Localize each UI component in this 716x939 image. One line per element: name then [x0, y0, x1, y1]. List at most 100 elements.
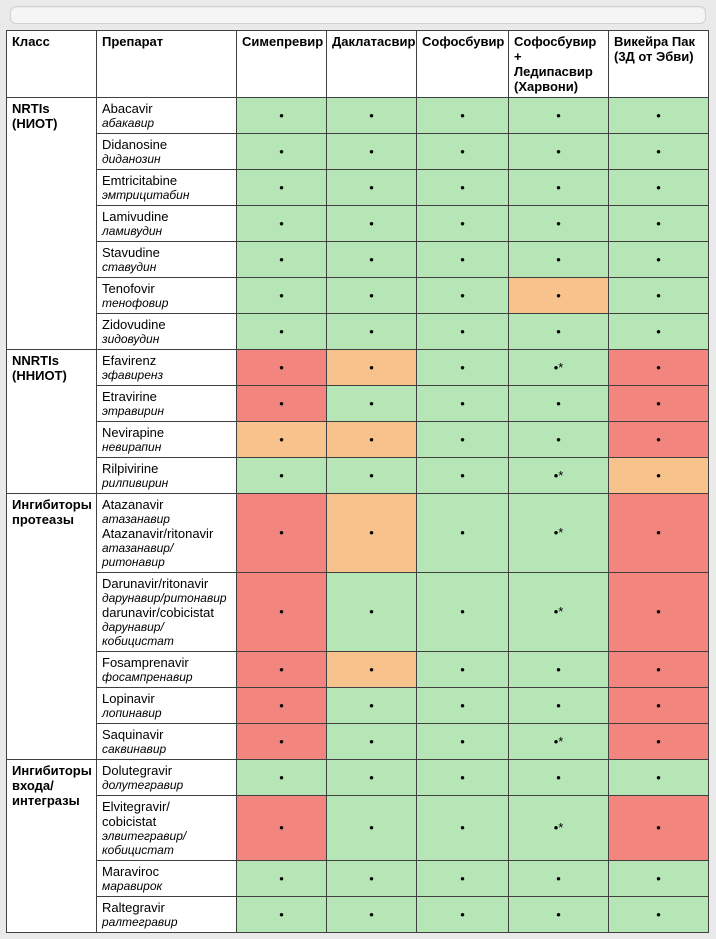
drug-cell: Emtricitabineэмтрицитабин: [97, 170, 237, 206]
value-cell: •: [417, 897, 509, 933]
header-row: Класс Препарат Симепревир Даклатасвир Со…: [7, 31, 709, 98]
value-cell: •: [237, 278, 327, 314]
table-row: Didanosineдиданозин•••••: [7, 134, 709, 170]
table-row: Raltegravirралтегравир•••••: [7, 897, 709, 933]
drug-cell: Lopinavirлопинавир: [97, 688, 237, 724]
value-cell: •: [609, 688, 709, 724]
table-row: Lopinavirлопинавир•••••: [7, 688, 709, 724]
col-drug: Препарат: [97, 31, 237, 98]
table-row: Ингибиторывхода/интегразыDolutegravirдол…: [7, 760, 709, 796]
value-cell: •: [609, 314, 709, 350]
col-sof: Софосбувир: [417, 31, 509, 98]
drug-cell: Efavirenzэфавиренз: [97, 350, 237, 386]
value-cell: •: [417, 242, 509, 278]
value-cell: •: [609, 652, 709, 688]
table-row: Rilpivirineрилпивирин••••*•: [7, 458, 709, 494]
value-cell: •: [417, 206, 509, 242]
value-cell: •: [609, 170, 709, 206]
value-cell: •: [609, 422, 709, 458]
class-cell: Ингибиторывхода/интегразы: [7, 760, 97, 933]
drug-cell: Etravirineэтравирин: [97, 386, 237, 422]
value-cell: •: [509, 386, 609, 422]
value-cell: •: [327, 897, 417, 933]
value-cell: •: [237, 724, 327, 760]
value-cell: •: [609, 458, 709, 494]
table-row: Emtricitabineэмтрицитабин•••••: [7, 170, 709, 206]
value-cell: •: [609, 724, 709, 760]
value-cell: •: [417, 314, 509, 350]
table-row: Darunavir/ritonavirдарунавир/ритонавирda…: [7, 573, 709, 652]
drug-cell: Tenofovirтенофовир: [97, 278, 237, 314]
value-cell: •: [237, 861, 327, 897]
drug-cell: AtazanavirатазанавирAtazanavir/ritonavir…: [97, 494, 237, 573]
value-cell: •: [417, 278, 509, 314]
value-cell: •: [609, 897, 709, 933]
value-cell: •*: [509, 796, 609, 861]
drug-cell: Saquinavirсаквинавир: [97, 724, 237, 760]
drug-cell: Zidovudineзидовудин: [97, 314, 237, 350]
value-cell: •: [327, 206, 417, 242]
table-row: Lamivudineламивудин•••••: [7, 206, 709, 242]
value-cell: •: [417, 688, 509, 724]
value-cell: •: [327, 278, 417, 314]
value-cell: •: [417, 386, 509, 422]
value-cell: •: [609, 386, 709, 422]
value-cell: •: [417, 494, 509, 573]
value-cell: •: [417, 652, 509, 688]
value-cell: •: [327, 98, 417, 134]
value-cell: •: [509, 206, 609, 242]
col-sim: Симепревир: [237, 31, 327, 98]
table-row: Stavudineставудин•••••: [7, 242, 709, 278]
drug-cell: Dolutegravirдолутегравир: [97, 760, 237, 796]
value-cell: •: [327, 861, 417, 897]
table-row: Elvitegravir/cobicistatэлвитегравир/ коб…: [7, 796, 709, 861]
table-row: ИнгибиторыпротеазыAtazanavirатазанавирAt…: [7, 494, 709, 573]
value-cell: •: [609, 760, 709, 796]
table-row: NRTIs(НИОТ)Abacavirабакавир•••••: [7, 98, 709, 134]
table-row: Zidovudineзидовудин•••••: [7, 314, 709, 350]
value-cell: •: [237, 98, 327, 134]
value-cell: •: [237, 206, 327, 242]
value-cell: •*: [509, 573, 609, 652]
value-cell: •: [237, 458, 327, 494]
value-cell: •: [237, 688, 327, 724]
value-cell: •: [609, 242, 709, 278]
value-cell: •: [327, 652, 417, 688]
table-row: NNRTIs(ННИОТ)Efavirenzэфавиренз••••*•: [7, 350, 709, 386]
value-cell: •: [327, 386, 417, 422]
drug-cell: Maravirocмаравирок: [97, 861, 237, 897]
address-bar-placeholder: [10, 6, 706, 24]
value-cell: •: [327, 494, 417, 573]
class-cell: NNRTIs(ННИОТ): [7, 350, 97, 494]
value-cell: •: [509, 314, 609, 350]
value-cell: •: [237, 652, 327, 688]
drug-cell: Didanosineдиданозин: [97, 134, 237, 170]
value-cell: •: [417, 724, 509, 760]
col-dac: Даклатасвир: [327, 31, 417, 98]
value-cell: •: [609, 350, 709, 386]
value-cell: •: [237, 314, 327, 350]
value-cell: •: [417, 573, 509, 652]
value-cell: •: [237, 386, 327, 422]
value-cell: •: [237, 573, 327, 652]
value-cell: •: [417, 861, 509, 897]
value-cell: •: [509, 98, 609, 134]
value-cell: •: [237, 242, 327, 278]
value-cell: •: [417, 134, 509, 170]
value-cell: •: [327, 458, 417, 494]
drug-cell: Abacavirабакавир: [97, 98, 237, 134]
value-cell: •: [417, 422, 509, 458]
value-cell: •: [417, 170, 509, 206]
drug-cell: Raltegravirралтегравир: [97, 897, 237, 933]
value-cell: •: [417, 796, 509, 861]
value-cell: •: [237, 350, 327, 386]
value-cell: •: [327, 724, 417, 760]
value-cell: •*: [509, 724, 609, 760]
value-cell: •: [237, 494, 327, 573]
value-cell: •: [327, 170, 417, 206]
class-cell: NRTIs(НИОТ): [7, 98, 97, 350]
interaction-table: Класс Препарат Симепревир Даклатасвир Со…: [6, 30, 709, 933]
value-cell: •: [509, 861, 609, 897]
value-cell: •: [509, 422, 609, 458]
value-cell: •: [237, 897, 327, 933]
